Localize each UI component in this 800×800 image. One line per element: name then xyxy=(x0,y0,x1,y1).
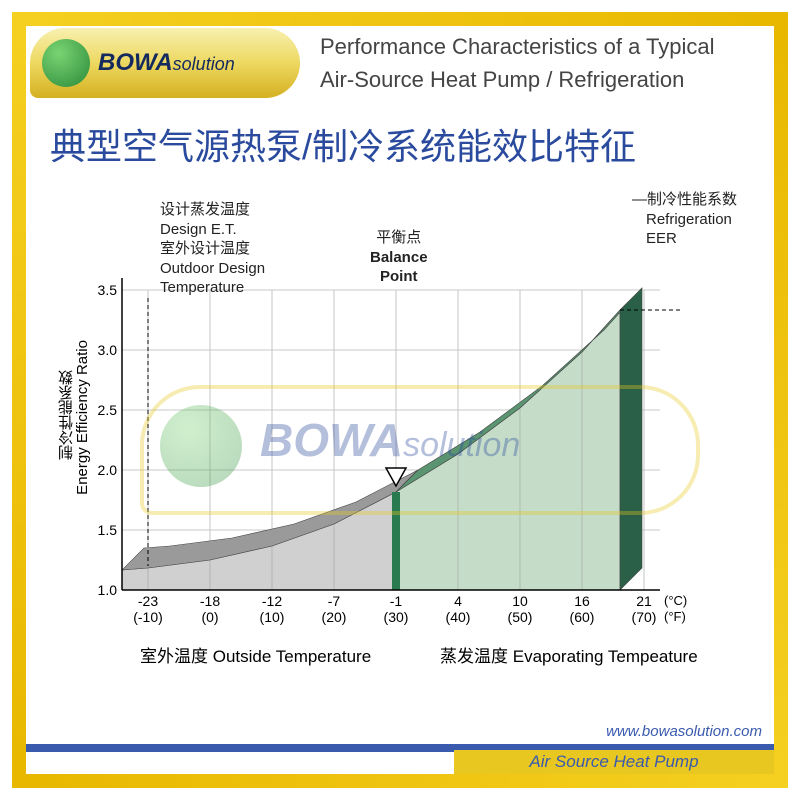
globe-icon xyxy=(42,39,90,87)
x-label-evap: 蒸发温度 Evaporating Tempeature xyxy=(440,642,698,667)
annot-design: 设计蒸发温度 Design E.T. 室外设计温度 Outdoor Design… xyxy=(160,200,265,298)
footer-bar: Air Source Heat Pump xyxy=(26,744,774,774)
x-label-outside: 室外温度 Outside Temperature xyxy=(140,642,371,667)
annot-balance: 平衡点 Balance Point xyxy=(370,228,428,287)
annot-refrig: —制冷性能系数 Refrigeration EER xyxy=(632,190,740,249)
footer-url: www.bowasolution.com xyxy=(606,723,762,740)
y-label-en: Energy Efficiency Ratio xyxy=(74,340,91,495)
x-units: (°C)(°F) xyxy=(664,593,687,624)
title-chinese: 典型空气源热泵/制冷系统能效比特征 xyxy=(50,118,636,170)
brand-logo: BOWAsolution xyxy=(30,28,300,98)
header-subtitle: Performance Characteristics of a Typical… xyxy=(320,30,760,96)
performance-chart: 制冷性能系数 Energy Efficiency Ratio 1.01.52.0… xyxy=(60,190,740,670)
brand-text: BOWAsolution xyxy=(98,49,235,77)
